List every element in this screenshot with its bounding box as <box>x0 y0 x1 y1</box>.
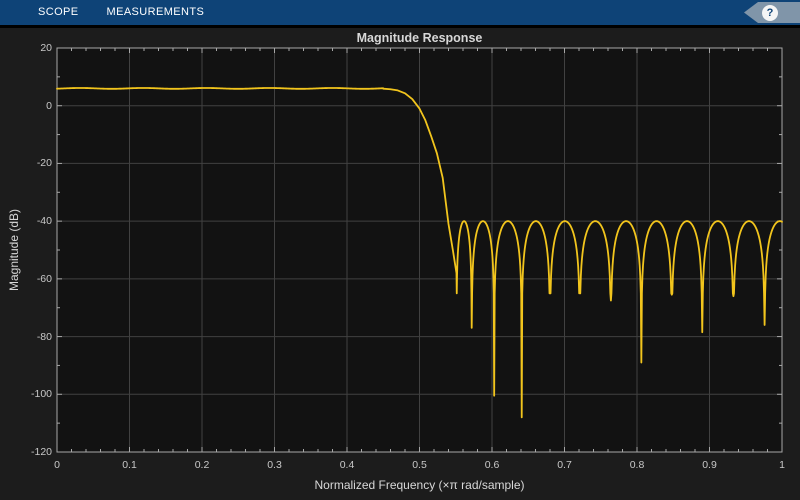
x-tick-label: 0.4 <box>339 459 355 471</box>
help-icon[interactable]: ? <box>762 4 778 21</box>
x-axis-label: Normalized Frequency (×π rad/sample) <box>314 478 525 492</box>
toolbar-seam <box>0 25 800 28</box>
plot-canvas <box>56 47 783 453</box>
x-tick-label: 0.2 <box>194 459 210 471</box>
x-tick-label: 0.8 <box>629 459 645 471</box>
response-curve[interactable] <box>56 87 783 419</box>
y-tick-label: -40 <box>36 215 52 228</box>
y-tick-label: -120 <box>30 446 52 458</box>
toolbar: SCOPE MEASUREMENTS ? <box>0 0 800 25</box>
figure-area: Magnitude Response Magnitude (dB) Normal… <box>0 28 800 500</box>
x-tick-label: 0.7 <box>557 459 572 471</box>
x-tick-label: 0.9 <box>702 459 717 471</box>
x-tick-label: 1 <box>779 459 785 471</box>
y-tick-label: -60 <box>36 272 52 285</box>
x-tick-label: 0.6 <box>484 459 500 471</box>
y-tick-label: 20 <box>40 42 52 54</box>
axes-box <box>56 47 783 453</box>
y-tick-label: -20 <box>36 157 52 170</box>
y-tick-label: 0 <box>46 99 52 112</box>
y-tick-label: -100 <box>30 388 52 401</box>
x-tick-label: 0.5 <box>412 459 427 471</box>
tab-scope[interactable]: SCOPE <box>38 6 79 18</box>
x-tick-label: 0.1 <box>122 459 137 471</box>
chart-title: Magnitude Response <box>356 31 483 45</box>
tab-measurements[interactable]: MEASUREMENTS <box>106 6 205 18</box>
x-tick-label: 0 <box>54 459 60 471</box>
y-tick-label: -80 <box>36 330 52 343</box>
help-button[interactable]: ? <box>744 2 800 23</box>
x-tick-label: 0.3 <box>267 459 282 471</box>
